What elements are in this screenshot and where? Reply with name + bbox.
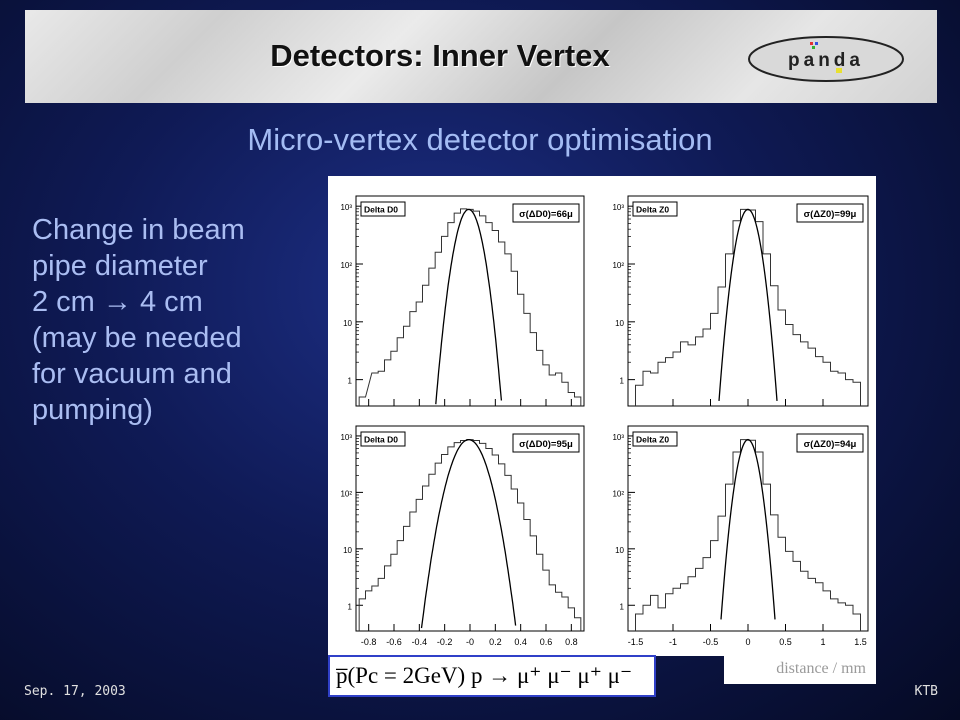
body-line: for vacuum and bbox=[32, 358, 232, 390]
y-tick-label: 1 bbox=[348, 602, 353, 611]
y-tick-label: 10 bbox=[343, 319, 352, 328]
panel-frame bbox=[627, 195, 869, 407]
y-tick-label: 10³ bbox=[612, 203, 624, 212]
gaussian-fit bbox=[720, 438, 776, 620]
logo-text: panda bbox=[788, 50, 864, 71]
y-tick-label: 1 bbox=[620, 377, 625, 386]
stat-label: σ(ΔD0)=95μ bbox=[519, 439, 573, 450]
y-tick-label: 10³ bbox=[340, 433, 352, 442]
y-tick-label: 10² bbox=[340, 489, 352, 498]
stat-box bbox=[512, 433, 580, 453]
histogram-grid: 1 10 10² 10³ Delta D0 σ(ΔD0)=66μ 1 10 10² 10³ Delt… bbox=[328, 176, 876, 656]
body-line: pipe diameter bbox=[32, 250, 208, 282]
histogram-label: Delta D0 bbox=[364, 435, 398, 445]
panda-logo: panda bbox=[748, 36, 904, 82]
x-tick-label: -0.4 bbox=[412, 637, 428, 647]
x-tick-label: 0.4 bbox=[514, 637, 527, 647]
gaussian-fit bbox=[718, 208, 778, 401]
x-tick-label: -0 bbox=[466, 637, 474, 647]
stat-box bbox=[796, 433, 864, 453]
histogram-steps bbox=[358, 208, 582, 406]
y-tick-label: 10³ bbox=[612, 433, 624, 442]
stat-label: σ(ΔZ0)=99μ bbox=[804, 209, 857, 220]
slide-author: KTB bbox=[914, 684, 938, 699]
y-tick-label: 1 bbox=[620, 602, 625, 611]
histogram-panel: 1 10 10² 10³ Delta D0 σ(ΔD0)=66μ bbox=[340, 195, 585, 407]
x-tick-label: 0.2 bbox=[489, 637, 502, 647]
histogram-label-box bbox=[632, 201, 678, 217]
histogram-label: Delta D0 bbox=[364, 205, 398, 215]
histogram-label: Delta Z0 bbox=[636, 435, 669, 445]
x-tick-label: -0.8 bbox=[361, 637, 377, 647]
title-banner: Detectors: Inner Vertex panda bbox=[25, 10, 937, 103]
x-tick-label: 0.8 bbox=[565, 637, 578, 647]
x-tick-label: 0.5 bbox=[779, 637, 792, 647]
histogram-label-box bbox=[632, 431, 678, 447]
histogram-label: Delta Z0 bbox=[636, 205, 669, 215]
gaussian-fit bbox=[435, 208, 503, 405]
stat-box bbox=[796, 203, 864, 223]
panel-frame bbox=[627, 425, 869, 632]
body-line: Change in beam bbox=[32, 214, 245, 246]
slide-subtitle: Micro-vertex detector optimisation bbox=[247, 122, 713, 157]
stat-label: σ(ΔZ0)=94μ bbox=[804, 439, 857, 450]
histogram-panel: 1 10 10² 10³ -1.5 -1 -0.5 0 0.5 1 1.5 Delta Z0 σ(ΔZ0… bbox=[612, 425, 869, 647]
x-tick-label: 0 bbox=[745, 637, 750, 647]
x-tick-label: -0.6 bbox=[386, 637, 402, 647]
panel-frame bbox=[355, 195, 585, 407]
x-tick-label: 0.6 bbox=[540, 637, 553, 647]
y-tick-label: 10² bbox=[612, 489, 624, 498]
body-line: pumping) bbox=[32, 394, 153, 426]
stat-box bbox=[512, 203, 580, 223]
x-tick-label: 1.5 bbox=[854, 637, 867, 647]
y-tick-label: 10 bbox=[615, 319, 624, 328]
y-tick-label: 10³ bbox=[340, 203, 352, 212]
y-tick-label: 10² bbox=[612, 261, 624, 270]
x-tick-label: -0.2 bbox=[437, 637, 453, 647]
x-axis-units: distance / mm bbox=[724, 656, 876, 684]
histogram-label-box bbox=[360, 201, 406, 217]
histogram-panel: 1 10 10² 10³ -0.8 -0.6 -0.4 -0.2 -0 0.2 0.4 0.6 0.8 D… bbox=[340, 425, 585, 647]
reaction-formula: p̅(Pc = 2GeV) p → μ⁺ μ⁻ μ⁺ μ⁻ bbox=[328, 655, 656, 697]
x-tick-label: -1.5 bbox=[628, 637, 644, 647]
panel-frame bbox=[355, 425, 585, 632]
slide-date: Sep. 17, 2003 bbox=[24, 684, 126, 699]
y-tick-label: 10² bbox=[340, 261, 352, 270]
body-line: 2 cm → 4 cm bbox=[32, 286, 203, 318]
gaussian-fit bbox=[420, 438, 517, 629]
stat-label: σ(ΔD0)=66μ bbox=[519, 209, 573, 220]
y-tick-label: 1 bbox=[348, 377, 353, 386]
y-tick-label: 10 bbox=[615, 546, 624, 555]
x-tick-label: 1 bbox=[820, 637, 825, 647]
body-line: (may be needed bbox=[32, 322, 242, 354]
body-text: Change in beam pipe diameter 2 cm → 4 cm… bbox=[32, 212, 322, 428]
x-tick-label: -0.5 bbox=[703, 637, 719, 647]
histogram-panel: 1 10 10² 10³ Delta Z0 σ(ΔZ0)=99μ bbox=[612, 195, 869, 407]
slide-title: Detectors: Inner Vertex bbox=[270, 38, 610, 73]
x-tick-label: -1 bbox=[669, 637, 677, 647]
histogram-label-box bbox=[360, 431, 406, 447]
y-tick-label: 10 bbox=[343, 546, 352, 555]
